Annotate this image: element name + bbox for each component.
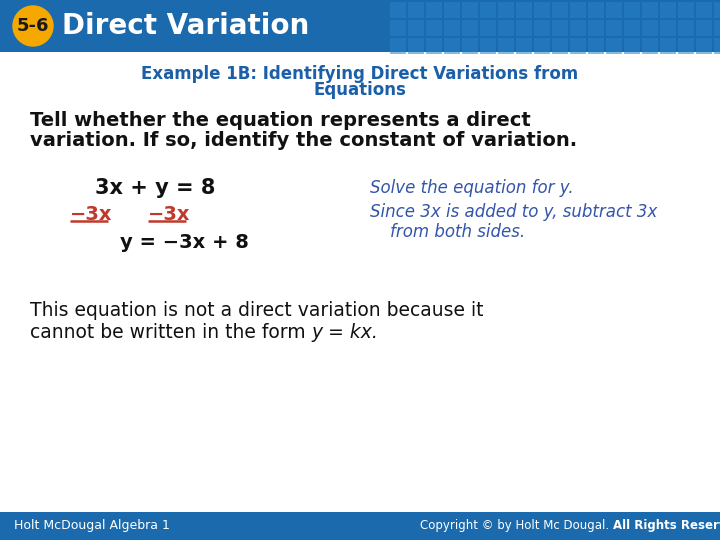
Text: from both sides.: from both sides. xyxy=(390,223,525,241)
Circle shape xyxy=(13,6,53,46)
Bar xyxy=(606,2,622,18)
Bar xyxy=(444,2,460,18)
Text: Tell whether the equation represents a direct: Tell whether the equation represents a d… xyxy=(30,111,531,130)
Bar xyxy=(534,38,550,54)
Bar xyxy=(462,2,478,18)
Bar xyxy=(408,20,424,36)
Bar xyxy=(390,20,406,36)
Text: Direct Variation: Direct Variation xyxy=(62,12,310,40)
Bar xyxy=(534,20,550,36)
Bar xyxy=(606,38,622,54)
Bar xyxy=(552,2,568,18)
Bar xyxy=(624,20,640,36)
Text: Since 3x is added to y, subtract 3x: Since 3x is added to y, subtract 3x xyxy=(370,203,657,221)
Bar xyxy=(588,2,604,18)
Bar xyxy=(678,38,694,54)
Bar xyxy=(588,38,604,54)
Bar xyxy=(426,38,442,54)
Bar xyxy=(480,2,496,18)
Bar xyxy=(570,2,586,18)
Text: −3x: −3x xyxy=(148,206,191,225)
Bar xyxy=(624,2,640,18)
Bar xyxy=(678,2,694,18)
Bar xyxy=(570,20,586,36)
Bar xyxy=(0,0,720,52)
Bar xyxy=(606,20,622,36)
Bar xyxy=(390,38,406,54)
Bar xyxy=(516,2,532,18)
Bar xyxy=(660,20,676,36)
Bar xyxy=(498,2,514,18)
Bar xyxy=(480,20,496,36)
Bar xyxy=(552,20,568,36)
Bar xyxy=(444,38,460,54)
Bar xyxy=(516,38,532,54)
Bar xyxy=(624,38,640,54)
Bar xyxy=(498,20,514,36)
Bar xyxy=(408,38,424,54)
Bar xyxy=(678,20,694,36)
Text: Holt McDougal Algebra 1: Holt McDougal Algebra 1 xyxy=(14,519,170,532)
Bar xyxy=(696,2,712,18)
Bar xyxy=(642,20,658,36)
Bar xyxy=(426,20,442,36)
Text: This equation is not a direct variation because it: This equation is not a direct variation … xyxy=(30,300,484,320)
Text: −3x: −3x xyxy=(70,206,112,225)
Bar xyxy=(0,512,720,540)
Bar xyxy=(498,38,514,54)
Bar xyxy=(588,20,604,36)
Bar xyxy=(390,2,406,18)
Bar xyxy=(696,20,712,36)
Bar xyxy=(552,38,568,54)
Bar xyxy=(444,20,460,36)
Text: Example 1B: Identifying Direct Variations from: Example 1B: Identifying Direct Variation… xyxy=(141,65,579,83)
Text: 5-6: 5-6 xyxy=(17,17,49,35)
Text: y = −3x + 8: y = −3x + 8 xyxy=(120,233,249,252)
Bar xyxy=(660,38,676,54)
Bar xyxy=(426,2,442,18)
Bar xyxy=(642,2,658,18)
Text: Equations: Equations xyxy=(314,81,406,99)
Text: Solve the equation for y.: Solve the equation for y. xyxy=(370,179,574,197)
Bar xyxy=(516,20,532,36)
Bar xyxy=(714,38,720,54)
Bar xyxy=(462,38,478,54)
Text: variation. If so, identify the constant of variation.: variation. If so, identify the constant … xyxy=(30,131,577,150)
Bar xyxy=(408,2,424,18)
Text: cannot be written in the form: cannot be written in the form xyxy=(30,322,312,341)
Text: y = kx.: y = kx. xyxy=(312,322,379,341)
Bar xyxy=(534,2,550,18)
Bar xyxy=(696,38,712,54)
Bar xyxy=(714,2,720,18)
Text: All Rights Reserved.: All Rights Reserved. xyxy=(613,519,720,532)
Bar xyxy=(642,38,658,54)
Bar xyxy=(462,20,478,36)
Bar xyxy=(570,38,586,54)
Bar xyxy=(660,2,676,18)
Bar xyxy=(480,38,496,54)
Text: 3x + y = 8: 3x + y = 8 xyxy=(95,178,215,198)
Bar xyxy=(714,20,720,36)
Text: Copyright © by Holt Mc Dougal.: Copyright © by Holt Mc Dougal. xyxy=(420,519,613,532)
